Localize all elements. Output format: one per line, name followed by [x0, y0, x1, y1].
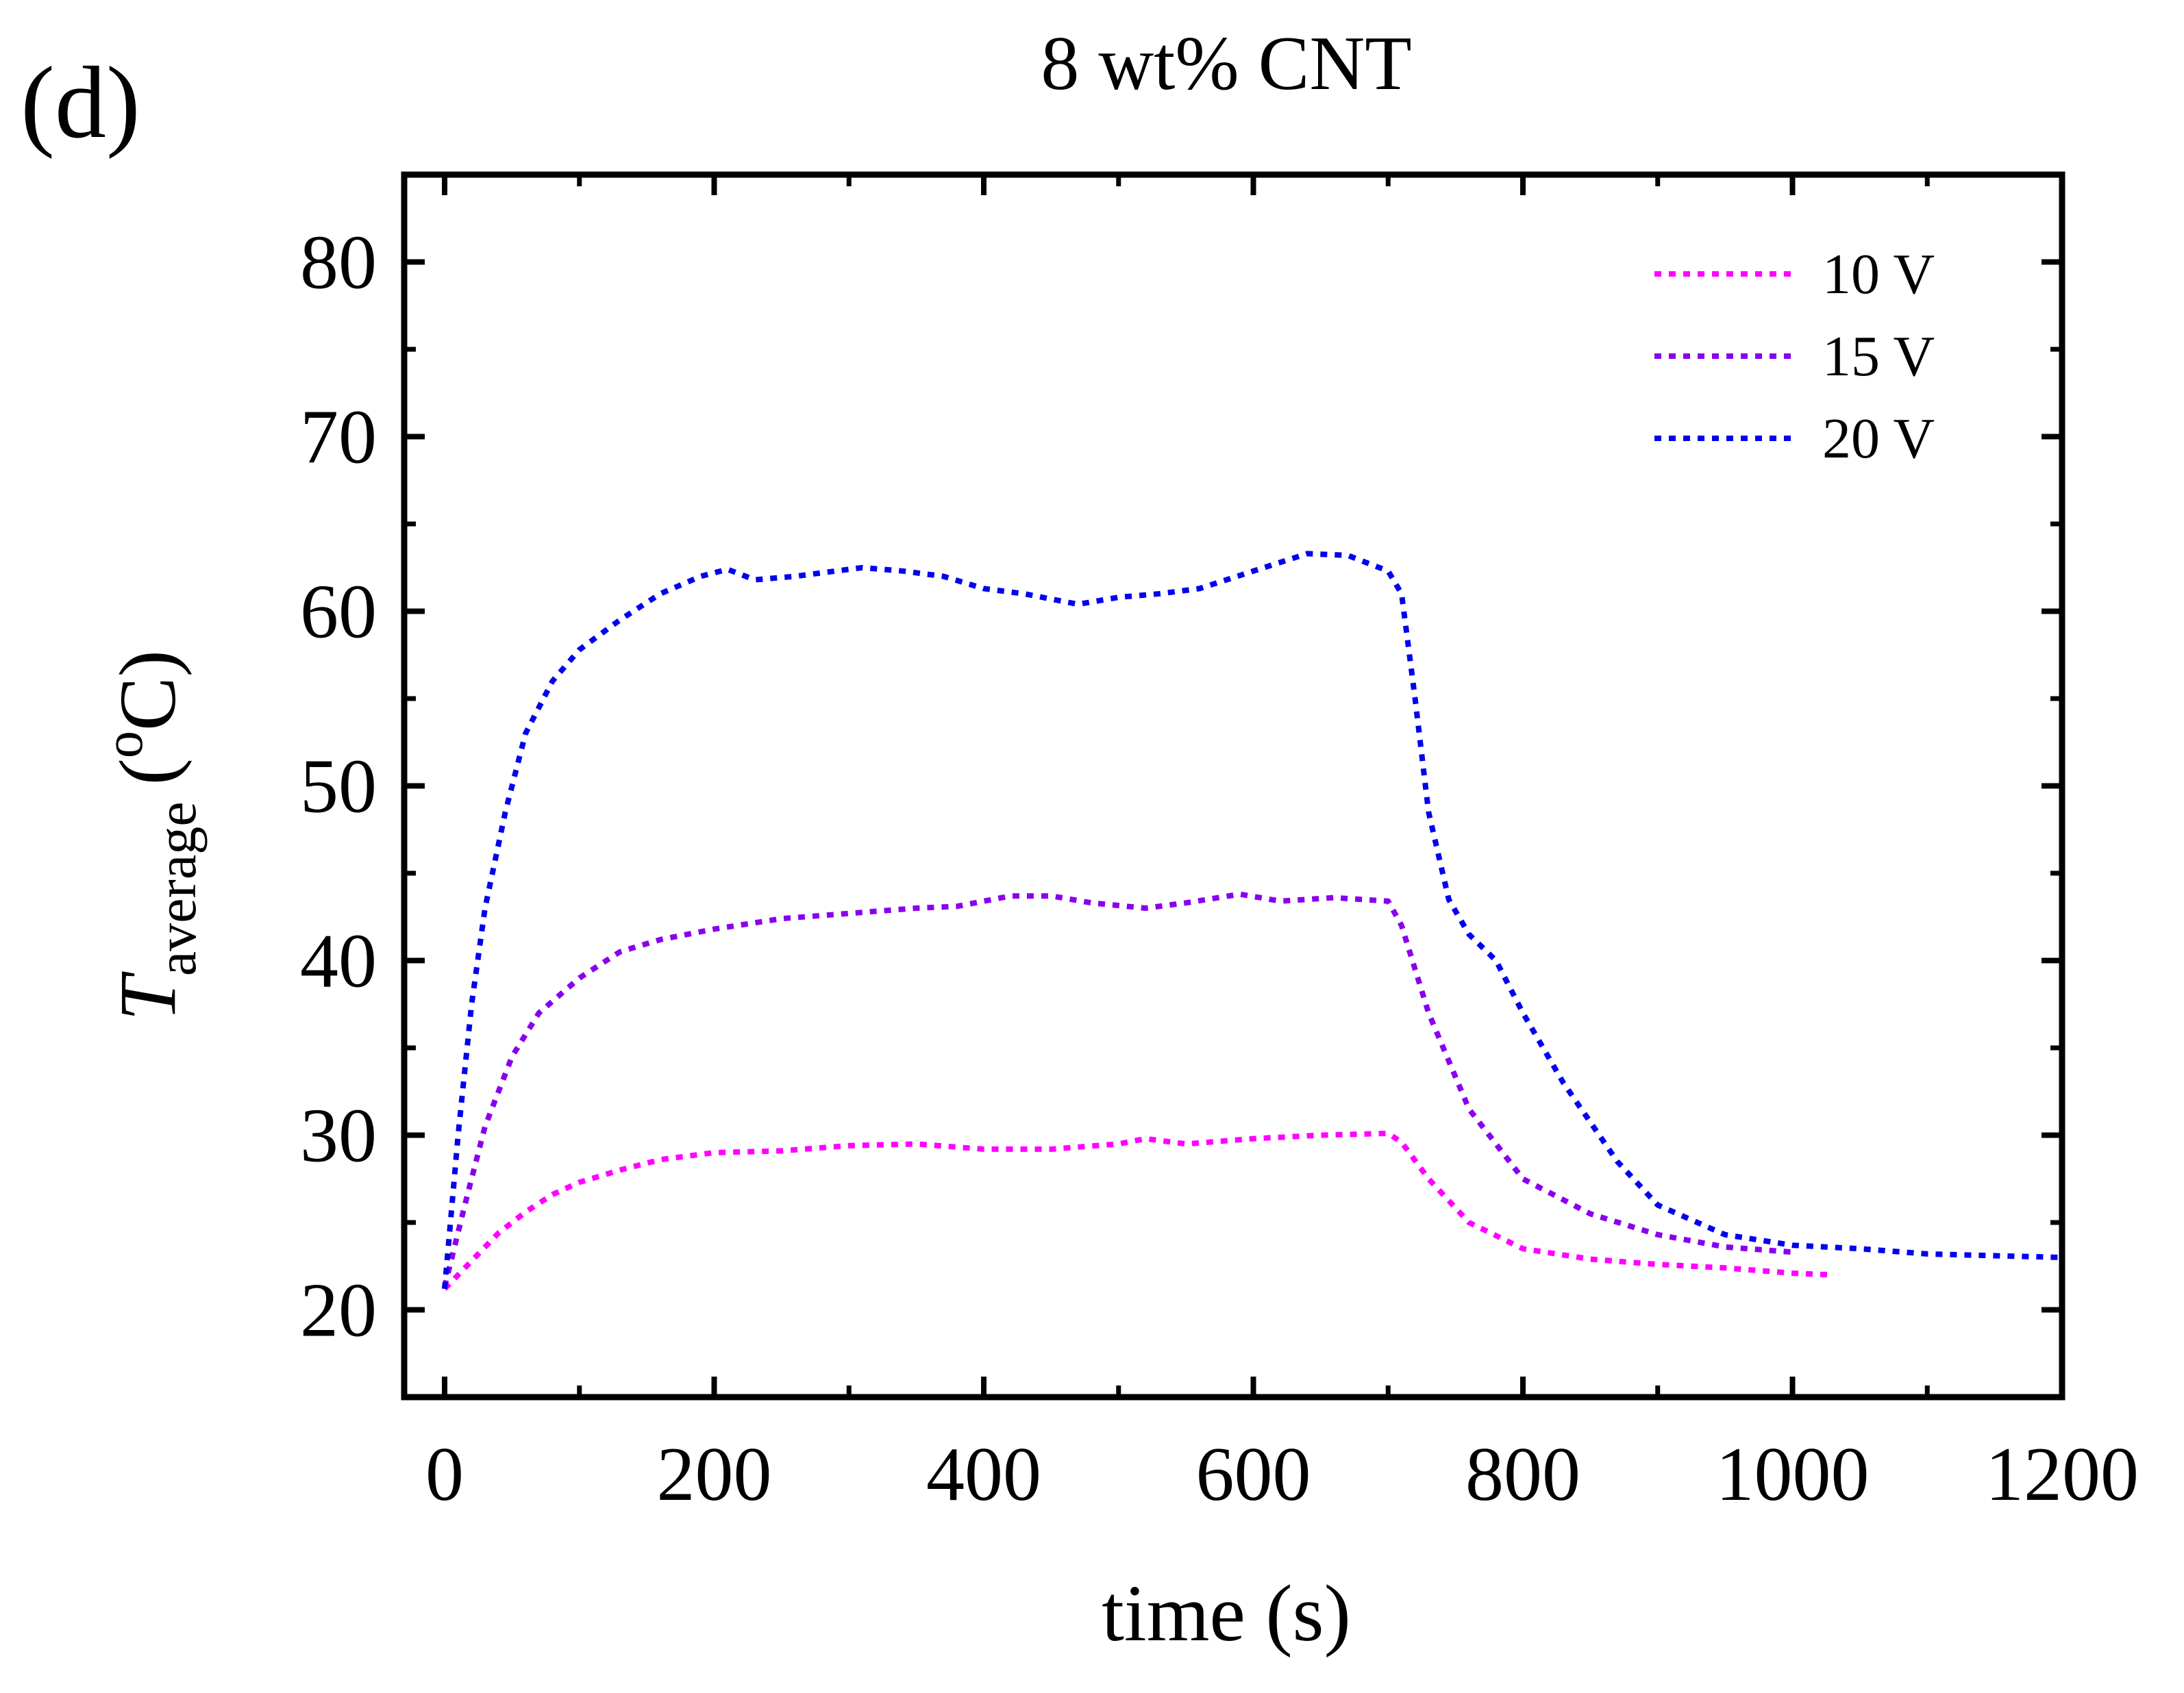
chart-title: 8 wt% CNT: [1041, 21, 1411, 106]
legend: 10 V 15 V 20 V: [1654, 242, 1935, 471]
y-label-unit-open: (: [103, 758, 193, 785]
x-tick-label: 1000: [1716, 1432, 1870, 1517]
y-label-subscript: average: [145, 801, 208, 976]
y-label-unit-close: C): [103, 650, 193, 731]
y-tick-label: 40: [300, 919, 377, 1004]
y-label-symbol: T: [103, 971, 193, 1021]
y-tick-label: 20: [300, 1268, 377, 1353]
plot-frame: [401, 171, 2065, 1401]
x-tick-label: 800: [1465, 1432, 1580, 1517]
x-axis-label: time (s): [1102, 1568, 1351, 1658]
series-layer: [442, 551, 2063, 1291]
axes-layer: 0 200 400 600 800 1000 1200 20 30 40 50 60 70 80: [300, 171, 2139, 1517]
y-tick-label: 50: [300, 744, 377, 829]
svg-text:Taverage(oC): Taverage (oC): [94, 650, 208, 1021]
series-line-10v: [443, 1130, 1833, 1291]
legend-label-15v: 15 V: [1822, 325, 1935, 388]
series-line-20v: [442, 551, 2063, 1290]
x-tick-label: 0: [425, 1432, 464, 1517]
legend-label-20v: 20 V: [1822, 407, 1935, 471]
y-tick-label: 60: [300, 570, 377, 655]
x-tick-label: 1200: [1985, 1432, 2139, 1517]
x-tick-label: 600: [1196, 1432, 1311, 1517]
y-label-unit-degree: o: [94, 731, 154, 758]
legend-label-10v: 10 V: [1822, 242, 1935, 306]
y-axis-label: Taverage (oC): [94, 650, 208, 1021]
y-tick-label: 30: [300, 1094, 377, 1179]
x-tick-label: 200: [657, 1432, 772, 1517]
x-tick-label: 400: [926, 1432, 1041, 1517]
y-tick-label: 80: [300, 221, 377, 305]
series-line-15v: [442, 891, 1793, 1288]
panel-label: (d): [21, 46, 140, 160]
y-tick-label: 70: [300, 395, 377, 480]
